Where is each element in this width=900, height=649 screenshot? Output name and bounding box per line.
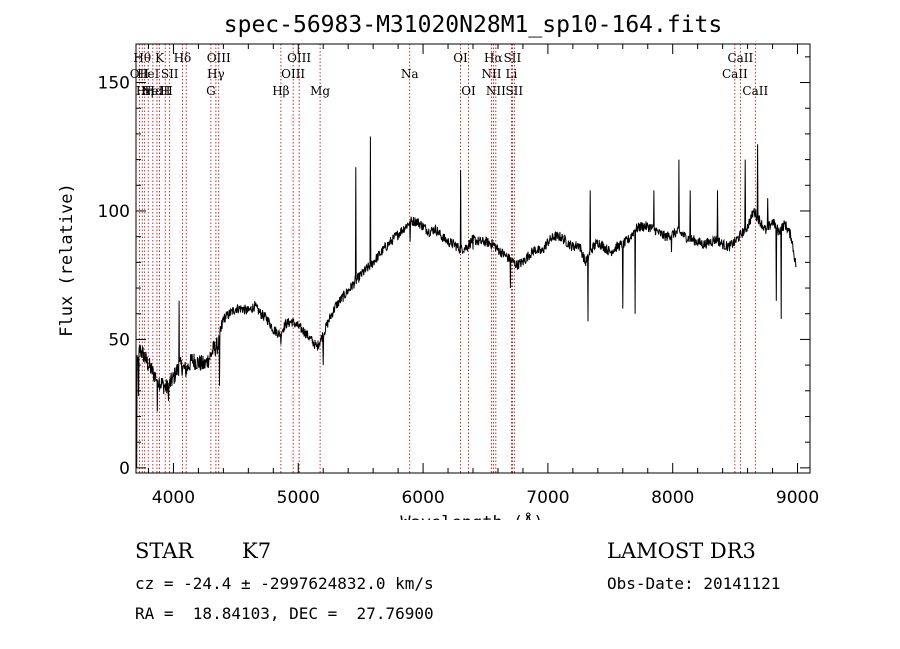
line-label: NII (481, 67, 501, 81)
line-label: SII (505, 84, 523, 98)
line-label: OIII (287, 51, 311, 65)
x-tick-label: 7000 (526, 488, 569, 508)
plot-frame (135, 43, 811, 474)
line-label: Li (506, 67, 518, 81)
x-tick-label: 5000 (277, 488, 320, 508)
line-label: Na (401, 67, 419, 81)
coordinates-readout: RA = 18.84103, DEC = 27.76900 (135, 604, 434, 623)
y-tick-label: 100 (98, 202, 130, 222)
line-label: SII (504, 51, 522, 65)
line-label: Hθ (133, 51, 151, 65)
object-class: STAR (135, 539, 194, 563)
x-axis: 4000 5000 6000 7000 8000 9000 (147, 44, 819, 508)
line-label: H (160, 84, 170, 98)
line-label: HeI (137, 67, 160, 81)
line-label: K (155, 51, 165, 65)
line-label: OI (461, 84, 476, 98)
y-tick-label: 50 (108, 330, 130, 350)
x-tick-label: 6000 (401, 488, 444, 508)
line-label: OI (453, 51, 468, 65)
y-axis: 0 50 100 150 (98, 56, 810, 479)
spectrum-line (135, 136, 797, 468)
line-label: Hα (484, 51, 503, 65)
y-axis-label: Flux (relative) (57, 183, 77, 337)
line-label: G (206, 84, 216, 98)
line-label: Hη (136, 84, 154, 98)
observation-date: Obs-Date: 20141121 (607, 574, 781, 593)
line-label: Hδ (174, 51, 192, 65)
x-tick-label: 9000 (776, 488, 819, 508)
line-label: SII (161, 67, 179, 81)
line-label: OIII (281, 67, 305, 81)
object-subclass: K7 (242, 539, 272, 563)
line-label: NII (486, 84, 506, 98)
line-label: Hβ (272, 84, 289, 98)
spectrum-chart: spec-56983-M31020N28M1_sp10-164.fits OII… (57, 12, 819, 520)
line-label: Hγ (207, 67, 225, 81)
x-tick-label: 4000 (152, 488, 195, 508)
x-axis-label: Wavelength (Å) (400, 511, 543, 520)
spectral-line-markers: OIIHθHηHeIHεNeIIIKHSIIHδGHγOIIIHβOIIIOII… (130, 44, 768, 473)
line-label: OIII (207, 51, 231, 65)
survey-name: LAMOST DR3 (607, 539, 756, 563)
y-tick-label: 0 (119, 459, 130, 479)
line-label: OII (130, 67, 150, 81)
redshift-readout: cz = -24.4 ± -2997624832.0 km/s (135, 574, 434, 593)
line-label: CaII (727, 51, 753, 65)
x-tick-label: 8000 (651, 488, 694, 508)
line-label: CaII (722, 67, 748, 81)
chart-title: spec-56983-M31020N28M1_sp10-164.fits (224, 12, 723, 38)
line-label: CaII (742, 84, 768, 98)
y-tick-label: 150 (98, 74, 130, 94)
spectrum-series (135, 136, 797, 468)
line-label: Mg (310, 84, 330, 98)
